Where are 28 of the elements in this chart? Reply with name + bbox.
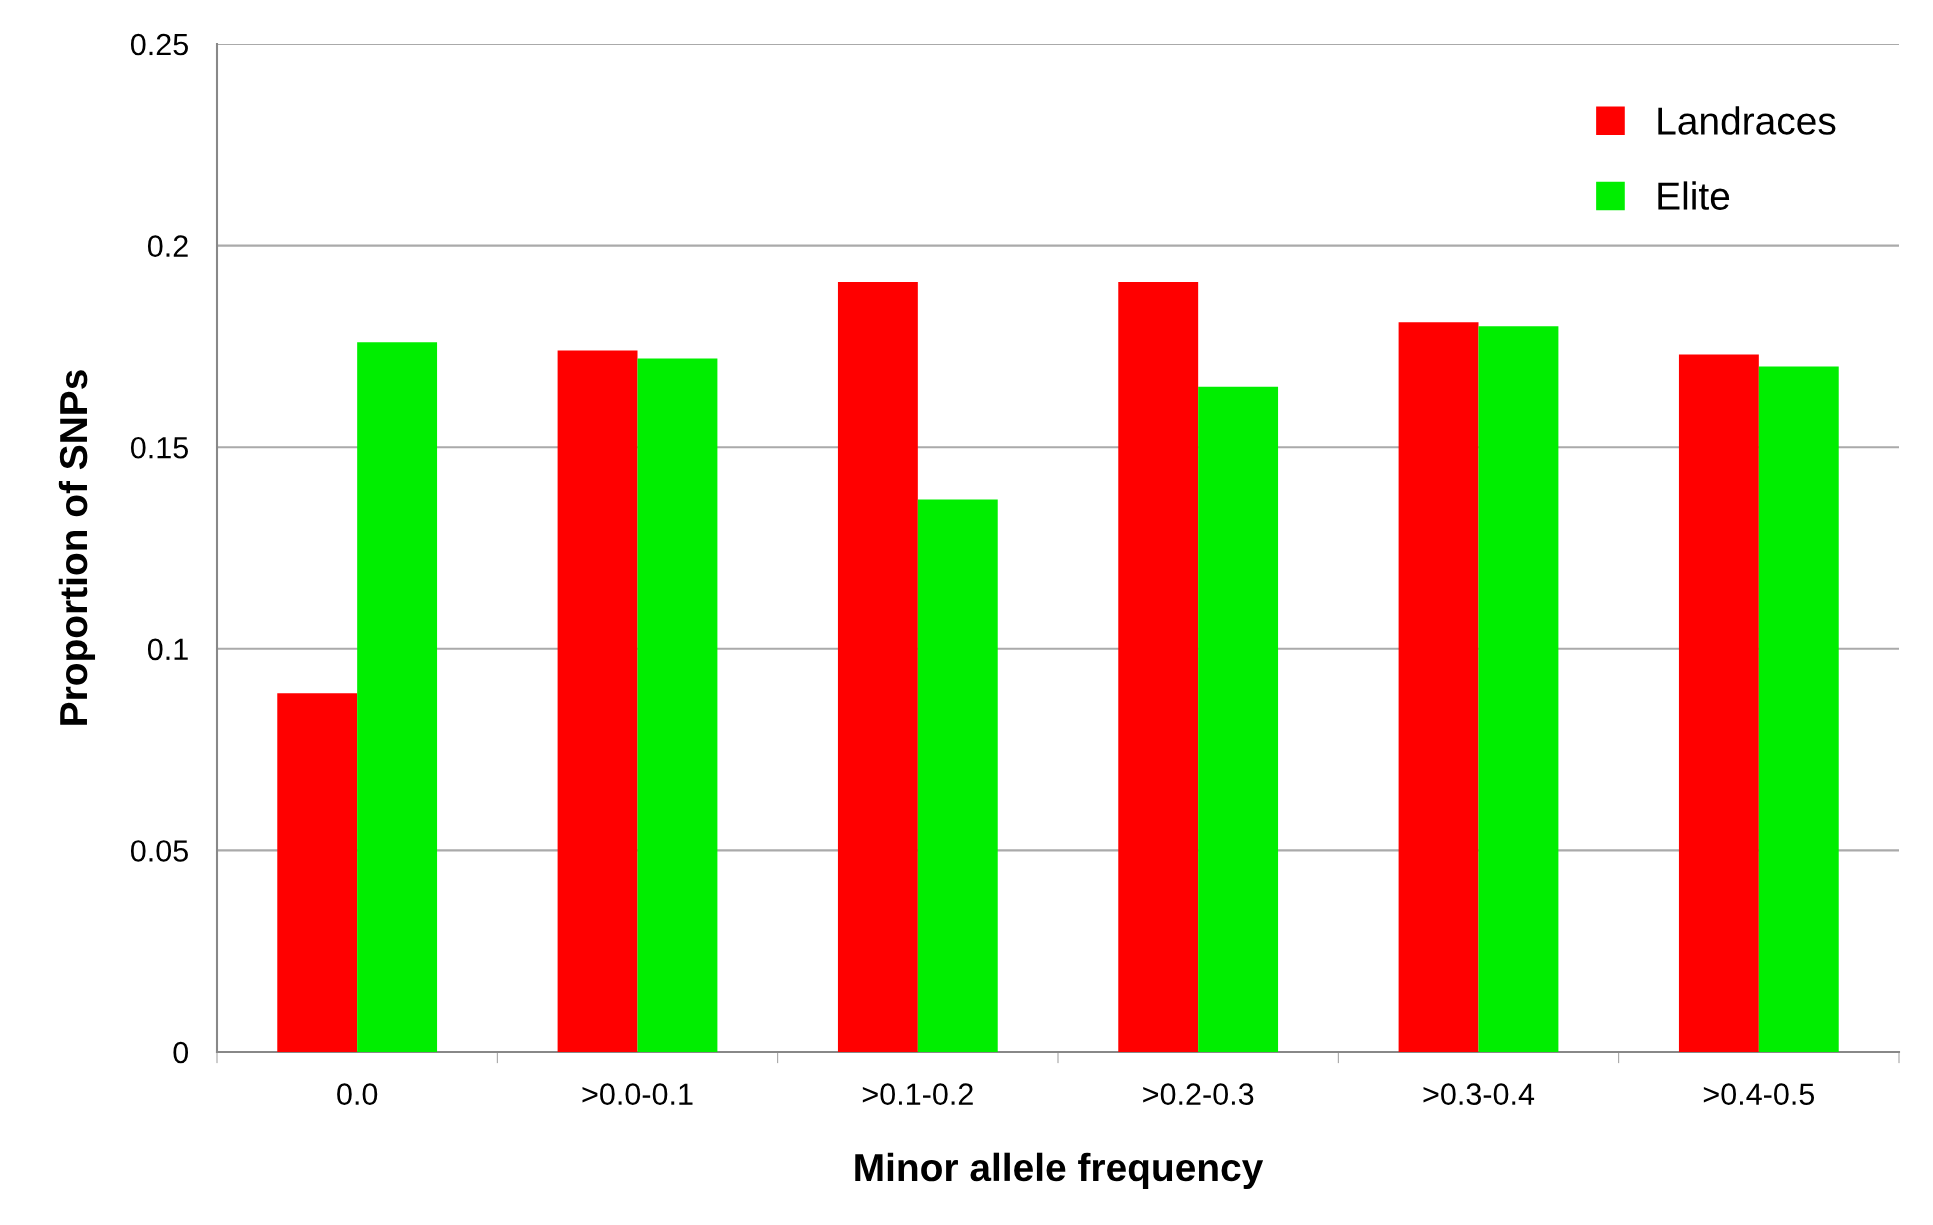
x-tick-label: >0.3-0.4 bbox=[1423, 1083, 1535, 1105]
x-tick-label: >0.0-0.1 bbox=[582, 1083, 693, 1105]
y-tick-label: 0.15 bbox=[130, 436, 188, 459]
y-axis-title: Proportion of SNPs bbox=[58, 370, 96, 725]
x-tick-label: >0.2-0.3 bbox=[1143, 1083, 1254, 1105]
bar bbox=[1478, 326, 1559, 1052]
bar bbox=[837, 281, 918, 1052]
x-axis-title: Minor allele frequency bbox=[855, 1152, 1264, 1189]
bar bbox=[1758, 366, 1839, 1052]
bar bbox=[1398, 322, 1479, 1052]
x-tick-label: >0.4-0.5 bbox=[1703, 1083, 1815, 1105]
bar bbox=[357, 342, 438, 1052]
x-tick-label: >0.1-0.2 bbox=[862, 1083, 973, 1105]
y-tick-label: 0.25 bbox=[130, 33, 188, 56]
legend-label: Landraces bbox=[1658, 106, 1836, 135]
y-tick-label: 0.05 bbox=[130, 840, 188, 862]
y-tick-label: 0.2 bbox=[147, 235, 188, 257]
bar bbox=[1198, 386, 1279, 1052]
y-tick-label: 0.1 bbox=[147, 638, 188, 661]
y-tick-label: 0 bbox=[173, 1041, 189, 1064]
x-tick-label: 0.0 bbox=[337, 1083, 378, 1105]
bar bbox=[637, 358, 718, 1052]
bar bbox=[277, 693, 358, 1052]
bar bbox=[917, 499, 998, 1052]
legend-label: Elite bbox=[1658, 181, 1730, 210]
bar bbox=[557, 350, 638, 1052]
bar bbox=[1678, 354, 1759, 1052]
bar bbox=[1118, 281, 1199, 1052]
